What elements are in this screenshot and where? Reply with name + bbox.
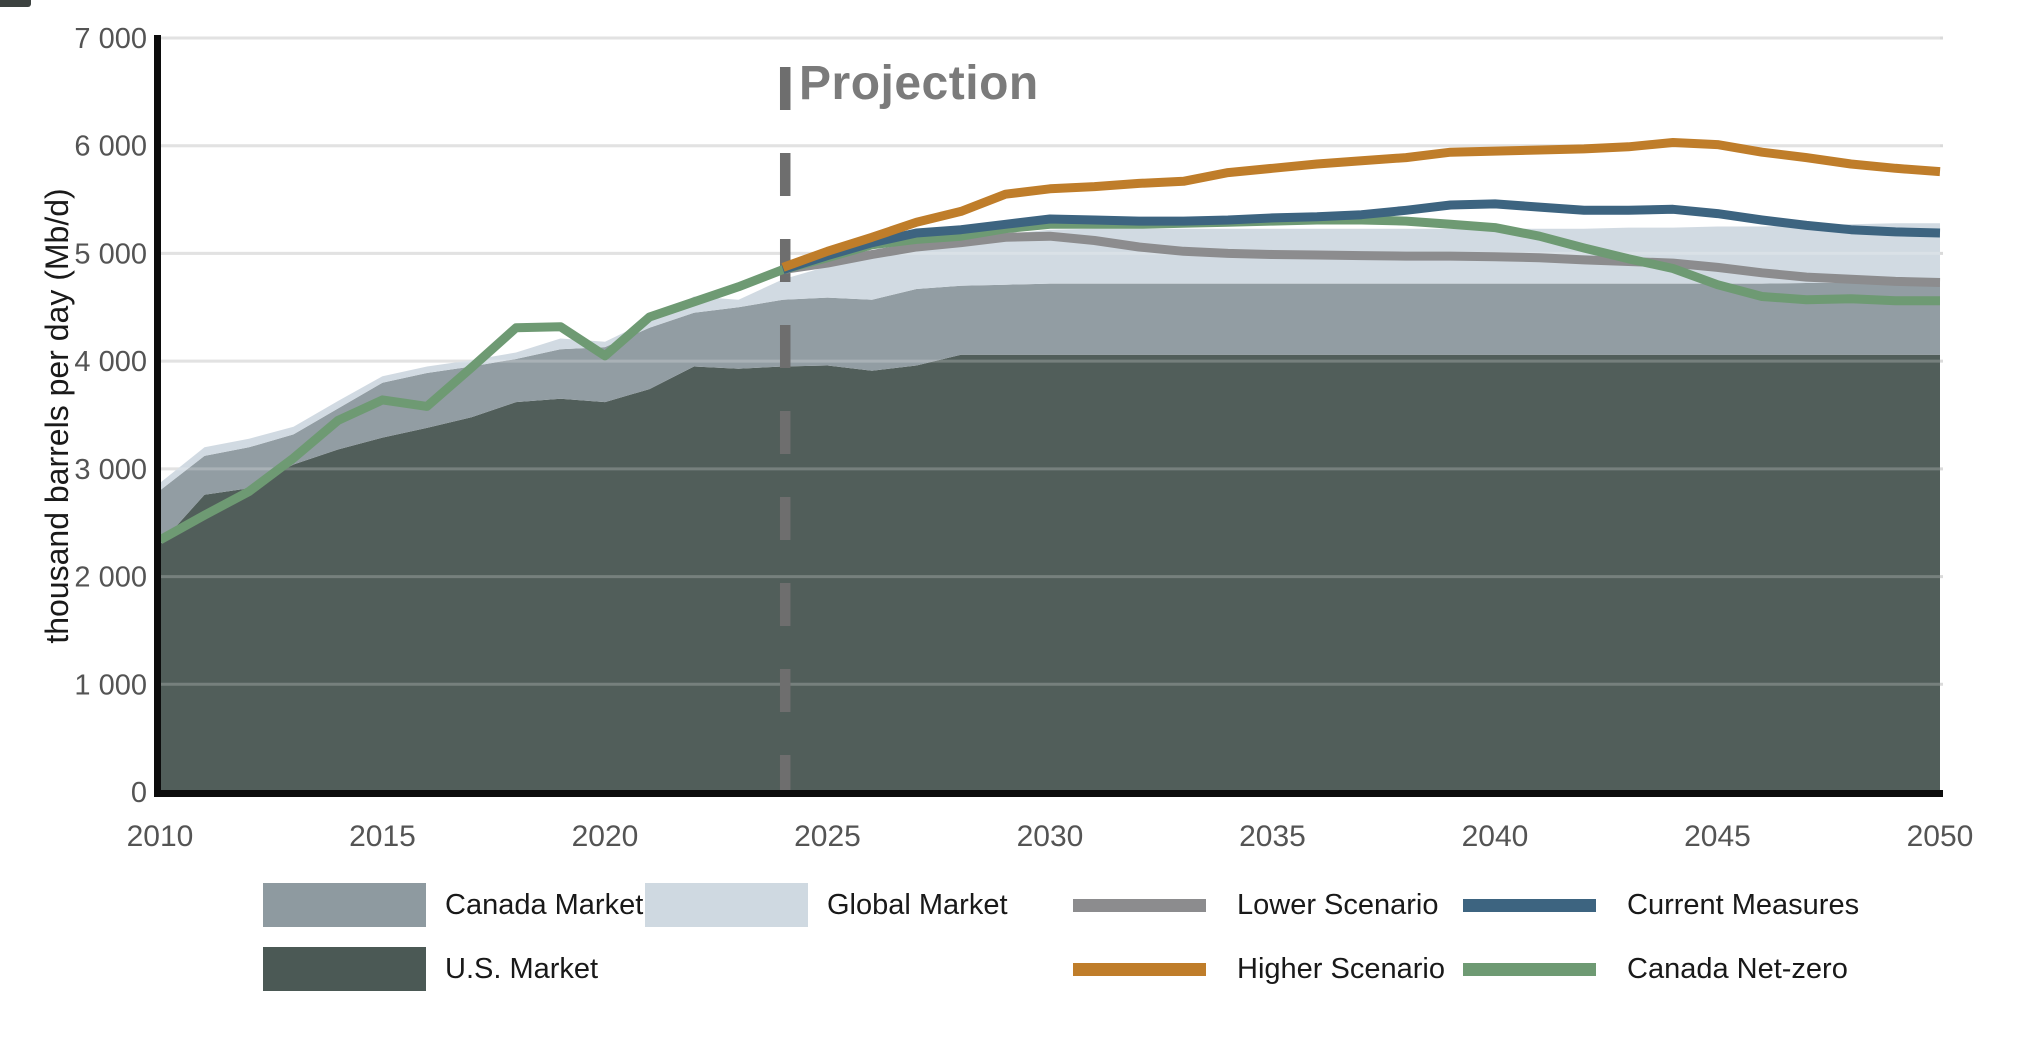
line-lower-scenario	[782, 231, 1941, 287]
y-tick-label: 0	[131, 777, 147, 809]
line-canada-net-zero	[157, 215, 1940, 544]
line-higher-scenario	[781, 138, 1941, 272]
y-tick-label: 7 000	[74, 23, 147, 55]
y-tick-label: 5 000	[74, 238, 147, 270]
x-tick-label: 2030	[1017, 820, 1084, 853]
y-axis-line	[154, 35, 161, 795]
line-current-measures	[781, 199, 1941, 274]
x-tick-label: 2035	[1239, 820, 1306, 853]
x-axis-line	[154, 790, 1943, 797]
x-tick-label: 2045	[1684, 820, 1751, 853]
area-u-s-market	[160, 354, 1940, 795]
x-tick-label: 2020	[572, 820, 639, 853]
x-tick-label: 2025	[794, 820, 861, 853]
y-tick-label: 4 000	[74, 346, 147, 378]
x-tick-label: 2010	[127, 820, 194, 853]
x-tick-label: 2015	[349, 820, 416, 853]
x-tick-label: 2050	[1907, 820, 1974, 853]
x-tick-label: 2040	[1462, 820, 1529, 853]
area-global-market	[160, 223, 1940, 491]
y-tick-label: 1 000	[74, 669, 147, 701]
y-axis-title: thousand barrels per day (Mb/d)	[39, 188, 75, 644]
area-canada-market	[160, 282, 1940, 545]
projection-label: Projection	[799, 57, 1039, 110]
y-tick-label: 3 000	[74, 454, 147, 486]
y-tick-label: 2 000	[74, 562, 147, 594]
y-tick-label: 6 000	[74, 131, 147, 163]
screen-artifact	[0, 0, 31, 7]
